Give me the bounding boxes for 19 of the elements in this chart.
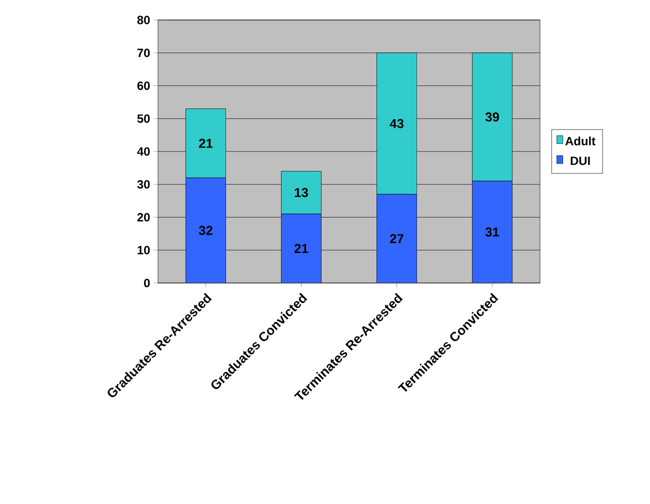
y-tick-label: 60 bbox=[137, 82, 150, 90]
data-label: 31 bbox=[485, 227, 500, 237]
data-label: 43 bbox=[390, 118, 404, 128]
data-label: 39 bbox=[485, 112, 499, 122]
legend-label: Adult bbox=[565, 136, 596, 146]
y-tick-label: 20 bbox=[137, 213, 150, 222]
data-label: 21 bbox=[294, 244, 308, 253]
y-tick-label: 10 bbox=[138, 246, 150, 254]
data-label: 21 bbox=[199, 138, 213, 148]
data-label: 27 bbox=[390, 234, 404, 244]
legend-label: DUI bbox=[570, 156, 590, 166]
y-tick-label: 0 bbox=[144, 278, 150, 288]
y-tick-label: 30 bbox=[137, 180, 150, 189]
data-label: 32 bbox=[198, 226, 212, 235]
y-tick-label: 40 bbox=[137, 147, 150, 156]
data-label: 13 bbox=[294, 188, 308, 198]
y-tick-label: 80 bbox=[137, 16, 150, 24]
y-tick-label: 50 bbox=[137, 114, 150, 123]
y-tick-label: 70 bbox=[137, 48, 150, 58]
